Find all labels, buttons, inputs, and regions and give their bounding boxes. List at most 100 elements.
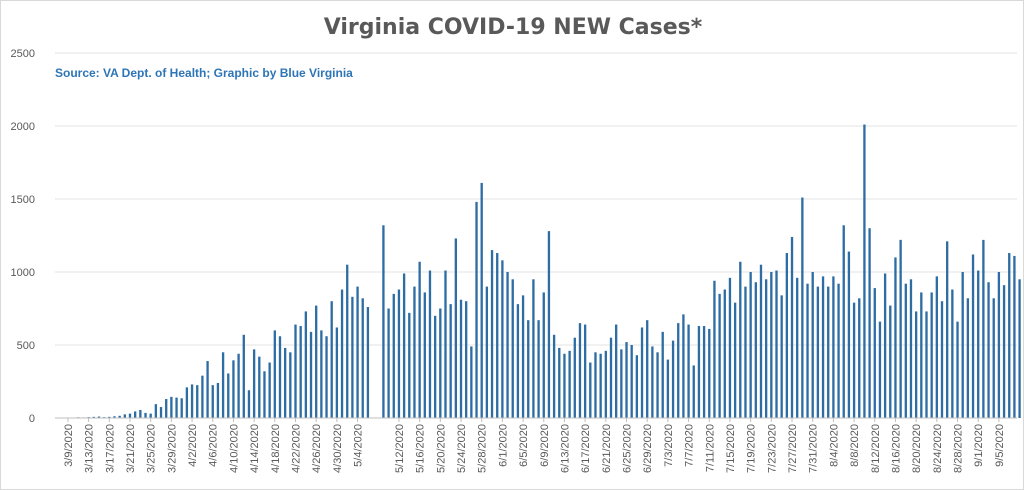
y-tick-label: 1000: [11, 267, 35, 279]
x-tick-label: 5/12/2020: [394, 424, 406, 473]
bar: [190, 384, 194, 418]
bar: [868, 228, 871, 418]
bar: [697, 326, 701, 418]
bar: [123, 414, 126, 418]
bar: [227, 373, 230, 418]
x-tick-label: 5/24/2020: [456, 424, 468, 473]
bar: [439, 308, 442, 418]
bar: [263, 371, 266, 418]
bar: [858, 298, 861, 418]
bar: [521, 295, 525, 418]
x-tick-label: 4/22/2020: [291, 424, 303, 473]
bar: [196, 385, 199, 418]
bar: [180, 398, 183, 418]
bar: [547, 231, 551, 418]
bar: [134, 411, 137, 418]
bar: [444, 270, 447, 418]
gridlines: [55, 52, 1017, 346]
bar: [764, 279, 768, 418]
bar: [816, 286, 820, 418]
x-tick-label: 8/8/2020: [849, 424, 861, 467]
bar: [325, 336, 328, 418]
bar: [992, 298, 995, 418]
bar: [604, 350, 607, 418]
x-tick-label: 4/10/2020: [228, 424, 240, 473]
x-tick-label: 8/4/2020: [828, 424, 840, 467]
bar: [315, 305, 318, 418]
x-tick-label: 7/23/2020: [766, 424, 778, 473]
bar: [728, 277, 732, 418]
x-tick-label: 7/19/2020: [746, 424, 758, 473]
bar: [366, 307, 370, 418]
bar: [330, 301, 333, 418]
bar: [946, 241, 949, 418]
bar: [496, 253, 499, 418]
bar: [889, 305, 892, 418]
y-tick-label: 0: [29, 413, 35, 425]
bar: [692, 365, 695, 418]
bar: [687, 324, 690, 418]
bar: [258, 356, 261, 418]
x-tick-label: 9/5/2020: [994, 424, 1006, 467]
x-tick-label: 3/17/2020: [104, 424, 116, 473]
x-tick-label: 8/20/2020: [911, 424, 923, 473]
bar: [625, 342, 628, 418]
bar: [842, 225, 845, 418]
bar: [682, 314, 685, 418]
bar: [206, 361, 209, 418]
bar: [413, 286, 416, 418]
bar: [563, 353, 566, 418]
bar: [754, 282, 757, 418]
bar: [997, 272, 1001, 418]
x-tick-label: 4/14/2020: [249, 424, 261, 473]
x-tick-label: 7/3/2020: [663, 424, 675, 467]
bar: [780, 295, 783, 418]
bar: [930, 292, 933, 418]
bar: [620, 349, 623, 418]
bar: [609, 337, 613, 418]
x-tick-label: 3/9/2020: [63, 424, 75, 467]
x-tick-label: 3/25/2020: [146, 424, 158, 473]
x-tick-label: 4/26/2020: [311, 424, 323, 473]
x-tick-label: 6/1/2020: [497, 424, 509, 467]
bar: [837, 283, 840, 418]
y-tick-label: 2000: [11, 121, 35, 133]
bar: [951, 289, 954, 418]
bar: [128, 413, 132, 418]
bar: [940, 301, 944, 418]
bar: [516, 304, 520, 418]
bar: [790, 236, 794, 418]
bar: [402, 273, 406, 418]
bar: [646, 320, 649, 418]
bar: [971, 254, 975, 418]
bar: [475, 201, 478, 418]
bar: [708, 328, 711, 418]
bar: [635, 355, 639, 418]
bar: [387, 308, 390, 418]
bar: [97, 416, 101, 418]
bar: [552, 334, 556, 418]
x-tick-label: 8/28/2020: [953, 424, 965, 473]
bar: [185, 387, 189, 418]
bar: [304, 311, 308, 418]
x-tick-label: 7/15/2020: [725, 424, 737, 473]
bar: [749, 272, 752, 418]
bar: [1002, 285, 1006, 418]
bar: [397, 289, 401, 418]
bar: [149, 413, 152, 418]
bar: [418, 261, 421, 418]
x-tick-label: 3/21/2020: [125, 424, 137, 473]
bar: [925, 311, 928, 418]
bar: [485, 286, 489, 418]
bar: [651, 346, 654, 418]
x-tick-label: 7/7/2020: [684, 424, 696, 467]
bar: [144, 412, 147, 418]
bar: [583, 324, 587, 418]
bar: [408, 312, 411, 418]
bar: [449, 304, 452, 418]
bar: [827, 286, 830, 418]
bar: [977, 270, 980, 418]
bar: [982, 239, 985, 418]
bar: [718, 293, 721, 418]
bar: [92, 416, 95, 418]
